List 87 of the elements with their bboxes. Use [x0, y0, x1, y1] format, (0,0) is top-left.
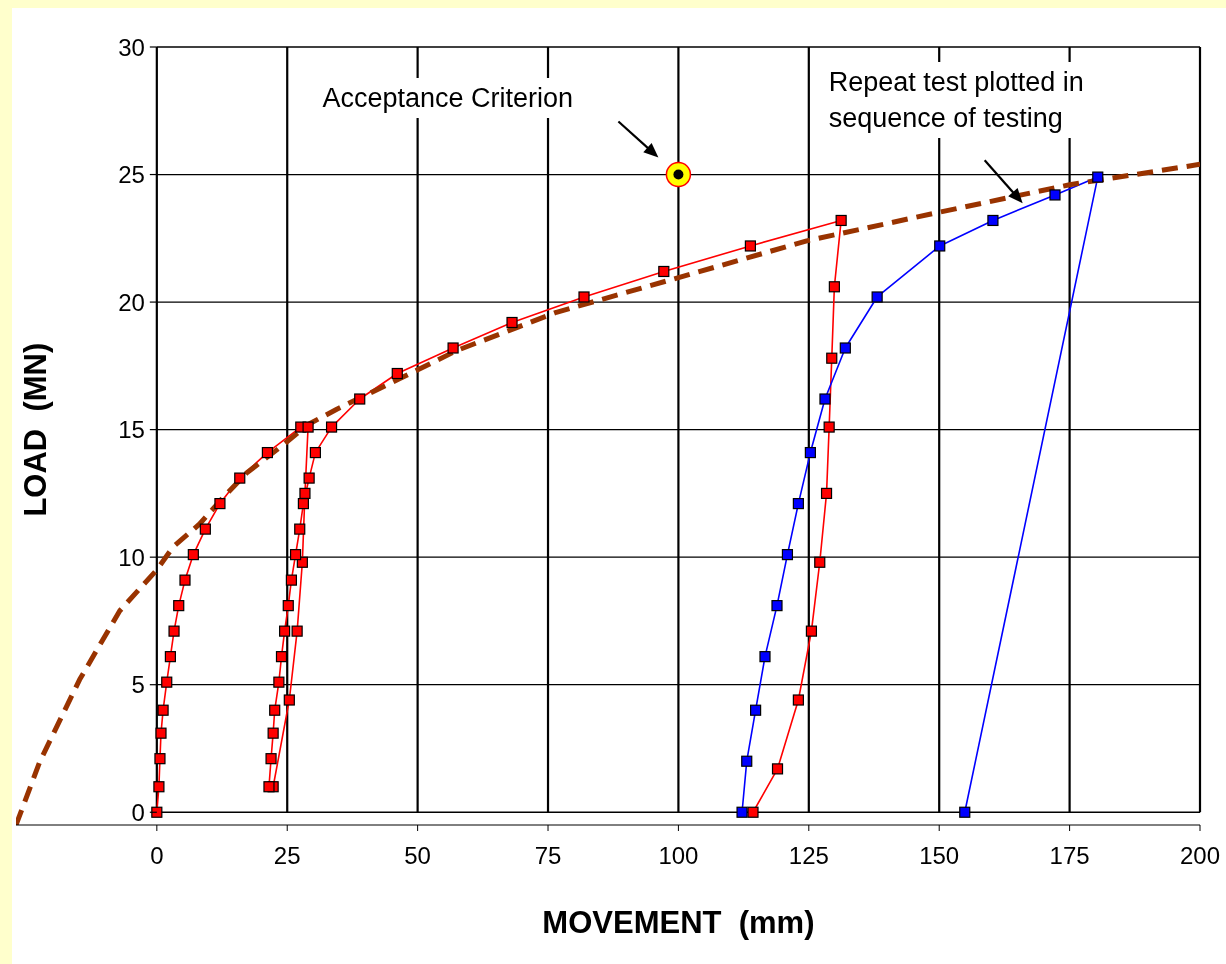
point [804, 446, 816, 459]
point [823, 421, 835, 433]
point [294, 523, 306, 535]
point [275, 651, 288, 663]
point [741, 755, 753, 767]
point [828, 281, 840, 293]
x-tick-label: 0 [150, 842, 164, 870]
point [199, 523, 211, 535]
point [155, 727, 167, 739]
point [161, 676, 173, 688]
point [273, 676, 285, 688]
point [153, 781, 165, 793]
y-tick-label: 0 [131, 798, 145, 826]
point [168, 625, 180, 637]
point [285, 574, 297, 586]
point [157, 704, 169, 716]
point [658, 265, 670, 278]
x-tick-label: 200 [1179, 842, 1221, 870]
y-tick-label: 30 [118, 33, 145, 61]
point [309, 446, 321, 459]
point [771, 763, 784, 775]
point [282, 600, 294, 612]
point [744, 240, 756, 252]
point [164, 651, 176, 663]
point [759, 651, 771, 663]
point [835, 214, 847, 227]
point [283, 694, 295, 706]
point [354, 393, 366, 405]
point [871, 291, 883, 303]
point [325, 421, 338, 433]
point [665, 161, 692, 188]
point [819, 393, 831, 405]
point [805, 625, 818, 637]
point [279, 625, 291, 637]
point [934, 240, 946, 252]
x-tick-label: 50 [404, 842, 431, 870]
y-tick-label: 5 [131, 671, 145, 699]
x-axis-title: MOVEMENT (mm) [542, 905, 815, 940]
x-tick-label: 175 [1049, 842, 1090, 870]
point [269, 704, 281, 716]
point [289, 549, 302, 561]
y-tick-label: 15 [118, 416, 145, 444]
point [792, 498, 804, 510]
annotation: Repeat test plotted in sequence of testing [824, 62, 1155, 139]
point [297, 498, 309, 510]
point [267, 727, 279, 739]
point [187, 549, 199, 561]
annotation: Acceptance Criterion [318, 77, 578, 118]
point [291, 625, 303, 637]
point [263, 781, 275, 793]
point [578, 291, 590, 303]
point [265, 753, 277, 765]
point [173, 600, 185, 612]
x-tick-label: 25 [273, 842, 301, 870]
x-tick-label: 100 [658, 842, 699, 870]
point [792, 694, 804, 706]
point [814, 556, 826, 568]
point [154, 753, 166, 765]
point [447, 342, 459, 354]
x-tick-label: 150 [919, 842, 960, 870]
y-axis-title: LOAD (MN) [18, 342, 54, 517]
point [1049, 189, 1061, 201]
y-tick-label: 25 [118, 161, 145, 189]
point [302, 421, 314, 433]
point [736, 806, 748, 818]
point [299, 487, 311, 499]
point [214, 498, 226, 510]
y-tick-label: 10 [118, 543, 145, 571]
point [747, 806, 759, 818]
point [234, 472, 246, 484]
point [820, 487, 833, 499]
point [261, 446, 273, 459]
point [303, 472, 315, 484]
point [506, 316, 518, 329]
point [826, 352, 838, 364]
x-tick-label: 75 [534, 842, 562, 870]
x-tick-label: 125 [788, 842, 829, 870]
y-tick-label: 20 [118, 288, 145, 316]
point [179, 574, 191, 586]
point [771, 600, 783, 612]
point [1092, 171, 1104, 183]
point [959, 806, 971, 818]
point [839, 342, 851, 354]
point [987, 214, 999, 227]
point [781, 549, 794, 561]
point [750, 704, 762, 716]
point [391, 367, 403, 380]
